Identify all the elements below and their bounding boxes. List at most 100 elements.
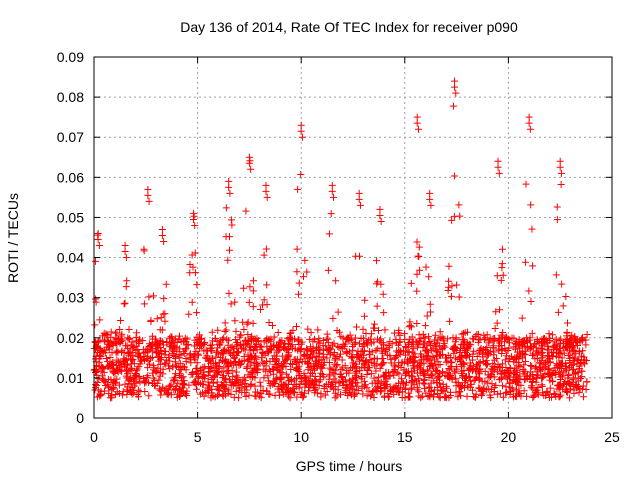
data-point [557,169,565,177]
data-point [520,361,528,369]
data-point [120,300,128,308]
data-point [373,302,381,310]
data-point [461,374,469,382]
data-point [395,370,403,378]
data-point [404,340,412,348]
data-point [407,323,415,331]
data-point [107,333,115,341]
data-point [269,378,277,386]
data-point [256,378,264,386]
data-point [496,363,504,371]
data-point [129,377,137,385]
data-point [525,113,533,121]
data-point [387,356,395,364]
x-axis-label: GPS time / hours [296,458,403,474]
data-point [249,303,257,311]
data-point [501,356,509,364]
data-point [157,391,165,399]
data-point [297,171,305,179]
data-point [245,391,253,399]
data-point [514,362,522,370]
data-point [394,341,402,349]
data-point [129,355,137,363]
data-point [558,280,566,288]
data-point [106,354,114,362]
data-point [414,125,422,133]
data-point [241,388,249,396]
data-point [218,357,226,365]
data-point [124,349,132,357]
data-point [247,359,255,367]
data-point [479,387,487,395]
data-point [200,340,208,348]
data-point [430,356,438,364]
data-point [244,318,252,326]
data-point [278,363,286,371]
data-point [470,392,478,400]
data-point [569,375,577,383]
data-point [281,381,289,389]
data-point [200,392,208,400]
data-point [339,364,347,372]
data-point [124,334,132,342]
data-point [517,381,525,389]
data-point [287,366,295,374]
data-point [368,348,376,356]
data-point [394,329,402,337]
data-point [176,359,184,367]
data-point [326,370,334,378]
data-point [417,394,425,402]
data-point [272,355,280,363]
data-point [575,389,583,397]
data-point [568,343,576,351]
data-point [134,345,142,353]
data-point [367,391,375,399]
data-point [498,360,506,368]
data-point [251,392,259,400]
data-point [191,377,199,385]
data-point [262,245,270,253]
data-point [125,326,133,334]
data-point [454,379,462,387]
data-point [392,354,400,362]
data-point [502,333,510,341]
data-point [484,371,492,379]
data-point [397,363,405,371]
data-point [427,201,435,209]
data-point [209,379,217,387]
data-point [391,363,399,371]
data-point [301,383,309,391]
data-point [195,372,203,380]
data-point [360,312,368,320]
data-point [240,284,248,292]
data-point [521,358,529,366]
data-point [225,289,233,297]
data-point [94,338,102,346]
data-point [128,390,136,398]
data-point [191,249,199,257]
data-point [222,204,230,212]
data-point [249,319,257,327]
data-point [229,373,237,381]
data-point [160,295,168,303]
plot-frame [93,56,613,419]
data-point [328,181,336,189]
data-point [152,368,160,376]
data-point [545,330,553,338]
data-point [474,330,482,338]
data-point [511,353,519,361]
data-point [287,386,295,394]
data-point [92,295,100,303]
data-point [362,330,370,338]
data-point [214,385,222,393]
data-point [350,363,358,371]
data-point [337,343,345,351]
data-point [355,340,363,348]
data-point [562,363,570,371]
data-point [493,319,501,327]
data-point [313,389,321,397]
data-point [315,335,323,343]
data-point [527,297,535,305]
data-point [284,339,292,347]
data-point [491,325,499,333]
